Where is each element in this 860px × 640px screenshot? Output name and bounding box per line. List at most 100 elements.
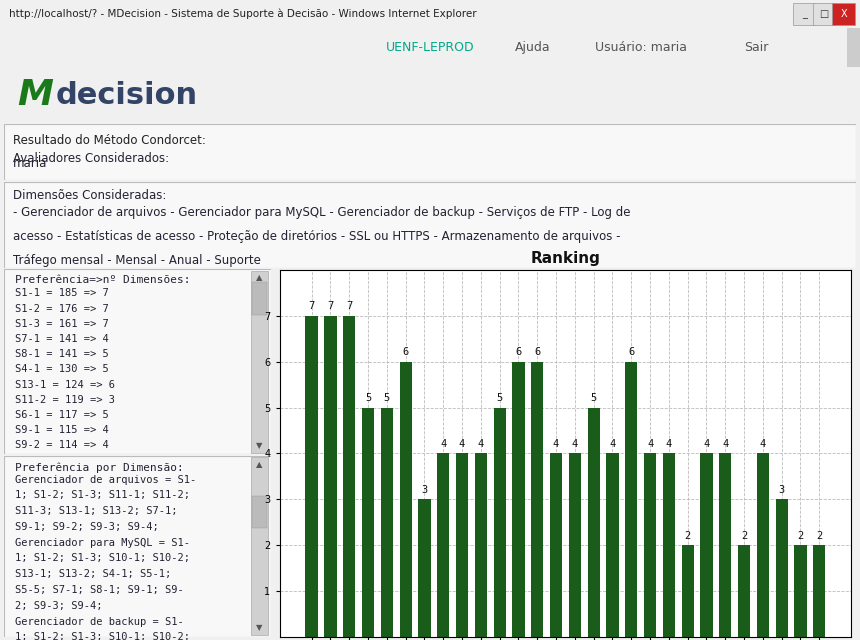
Bar: [456, 453, 468, 637]
Text: - Gerenciador de arquivos - Gerenciador para MySQL - Gerenciador de backup - Ser: - Gerenciador de arquivos - Gerenciador …: [13, 206, 630, 219]
Text: acesso - Estatísticas de acesso - Proteção de diretórios - SSL ou HTTPS - Armaze: acesso - Estatísticas de acesso - Proteç…: [13, 230, 620, 243]
Text: Gerenciador para MySQL = S1-: Gerenciador para MySQL = S1-: [15, 538, 190, 548]
Text: S1-2 = 176 => 7: S1-2 = 176 => 7: [15, 303, 108, 314]
Text: 1; S1-2; S1-3; S10-1; S10-2;: 1; S1-2; S1-3; S10-1; S10-2;: [15, 632, 190, 640]
Text: 4: 4: [703, 439, 709, 449]
Bar: [437, 453, 449, 637]
Text: 4: 4: [477, 439, 484, 449]
Bar: [682, 545, 694, 637]
Text: 4: 4: [759, 439, 766, 449]
Bar: [814, 545, 826, 637]
Bar: [587, 408, 599, 637]
Text: M: M: [17, 78, 53, 112]
Text: S4-1 = 130 => 5: S4-1 = 130 => 5: [15, 364, 108, 374]
Bar: [644, 453, 656, 637]
Bar: [738, 545, 750, 637]
Text: 4: 4: [722, 439, 728, 449]
Text: Ajuda: Ajuda: [515, 41, 551, 54]
Text: 2: 2: [797, 531, 803, 541]
Bar: [494, 408, 506, 637]
Text: Gerenciador de arquivos = S1-: Gerenciador de arquivos = S1-: [15, 475, 196, 484]
Bar: [568, 453, 581, 637]
Text: Preferência=>nº Dimensões:: Preferência=>nº Dimensões:: [15, 275, 190, 285]
Bar: [252, 282, 267, 316]
Bar: [418, 499, 431, 637]
Text: S1-3 = 161 => 7: S1-3 = 161 => 7: [15, 319, 108, 329]
Bar: [550, 453, 562, 637]
Text: S8-1 = 141 => 5: S8-1 = 141 => 5: [15, 349, 108, 359]
Text: 3: 3: [421, 484, 427, 495]
Text: 6: 6: [534, 347, 540, 357]
Bar: [252, 495, 267, 528]
Text: http://localhost/? - MDecision - Sistema de Suporte à Decisão - Windows Internet: http://localhost/? - MDecision - Sistema…: [9, 8, 476, 19]
Text: 2: 2: [685, 531, 691, 541]
Bar: [251, 271, 268, 452]
Text: S11-2 = 119 => 3: S11-2 = 119 => 3: [15, 395, 115, 405]
Text: Gerenciador de backup = S1-: Gerenciador de backup = S1-: [15, 616, 184, 627]
Bar: [324, 316, 336, 637]
Text: 6: 6: [515, 347, 521, 357]
Text: 2; S9-3; S9-4;: 2; S9-3; S9-4;: [15, 601, 102, 611]
Text: decision: decision: [56, 81, 198, 109]
Text: maria: maria: [13, 157, 47, 170]
Bar: [251, 458, 268, 635]
Text: 4: 4: [459, 439, 465, 449]
Text: 6: 6: [402, 347, 408, 357]
Text: 5: 5: [365, 393, 372, 403]
Title: Ranking: Ranking: [531, 251, 600, 266]
Text: Tráfego mensal - Mensal - Anual - Suporte: Tráfego mensal - Mensal - Anual - Suport…: [13, 254, 261, 267]
Text: X: X: [840, 9, 847, 19]
Bar: [663, 453, 675, 637]
Text: Usuário: maria: Usuário: maria: [595, 41, 686, 54]
Text: ▲: ▲: [256, 460, 262, 469]
Text: 4: 4: [572, 439, 578, 449]
Text: 6: 6: [628, 347, 635, 357]
Text: 5: 5: [591, 393, 597, 403]
FancyBboxPatch shape: [832, 3, 855, 25]
Text: Resultado do Método Condorcet:: Resultado do Método Condorcet:: [13, 134, 206, 147]
Text: S13-1 = 124 => 6: S13-1 = 124 => 6: [15, 380, 115, 390]
Text: S9-2 = 114 => 4: S9-2 = 114 => 4: [15, 440, 108, 451]
FancyBboxPatch shape: [4, 269, 271, 454]
Text: 4: 4: [666, 439, 672, 449]
Text: S13-1; S13-2; S4-1; S5-1;: S13-1; S13-2; S4-1; S5-1;: [15, 569, 171, 579]
Text: S9-1 = 115 => 4: S9-1 = 115 => 4: [15, 425, 108, 435]
Text: 1; S1-2; S1-3; S11-1; S11-2;: 1; S1-2; S1-3; S11-1; S11-2;: [15, 490, 190, 500]
Text: 7: 7: [346, 301, 353, 311]
Text: 1; S1-2; S1-3; S10-1; S10-2;: 1; S1-2; S1-3; S10-1; S10-2;: [15, 554, 190, 563]
Text: 4: 4: [440, 439, 446, 449]
Bar: [475, 453, 487, 637]
Text: ▼: ▼: [256, 441, 262, 450]
Text: 3: 3: [778, 484, 785, 495]
Text: 4: 4: [610, 439, 616, 449]
Bar: [847, 28, 860, 67]
Text: S7-1 = 141 => 4: S7-1 = 141 => 4: [15, 334, 108, 344]
Text: Dimensões Consideradas:: Dimensões Consideradas:: [13, 189, 166, 202]
Text: S5-5; S7-1; S8-1; S9-1; S9-: S5-5; S7-1; S8-1; S9-1; S9-: [15, 585, 184, 595]
Bar: [381, 408, 393, 637]
Text: 7: 7: [309, 301, 315, 311]
FancyBboxPatch shape: [4, 456, 271, 637]
Bar: [513, 362, 525, 637]
Bar: [719, 453, 731, 637]
FancyBboxPatch shape: [813, 3, 835, 25]
Text: 7: 7: [328, 301, 334, 311]
Text: 4: 4: [647, 439, 654, 449]
Text: 5: 5: [496, 393, 503, 403]
Text: S11-3; S13-1; S13-2; S7-1;: S11-3; S13-1; S13-2; S7-1;: [15, 506, 177, 516]
Text: 2: 2: [741, 531, 747, 541]
Bar: [606, 453, 618, 637]
Text: 5: 5: [384, 393, 390, 403]
Bar: [343, 316, 355, 637]
Text: 2: 2: [816, 531, 822, 541]
Bar: [795, 545, 807, 637]
Bar: [362, 408, 374, 637]
Text: _: _: [802, 9, 807, 19]
Bar: [776, 499, 788, 637]
Text: S9-1; S9-2; S9-3; S9-4;: S9-1; S9-2; S9-3; S9-4;: [15, 522, 159, 532]
Bar: [305, 316, 317, 637]
Text: S1-1 = 185 => 7: S1-1 = 185 => 7: [15, 288, 108, 298]
Text: Preferência por Dimensão:: Preferência por Dimensão:: [15, 462, 184, 472]
Text: 4: 4: [553, 439, 559, 449]
FancyBboxPatch shape: [4, 124, 856, 180]
